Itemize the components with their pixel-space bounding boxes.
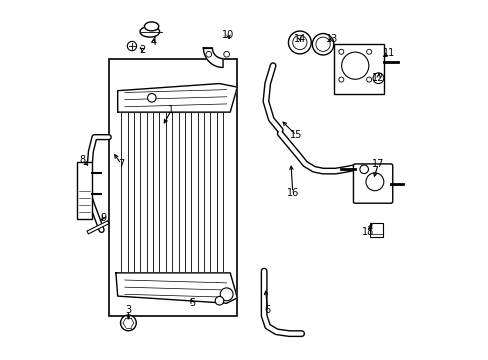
- FancyBboxPatch shape: [353, 164, 392, 203]
- Circle shape: [127, 41, 136, 51]
- Ellipse shape: [140, 26, 160, 37]
- Circle shape: [365, 173, 383, 191]
- Text: 15: 15: [289, 130, 302, 140]
- Text: 1: 1: [168, 105, 174, 115]
- Polygon shape: [116, 273, 237, 303]
- Text: 17: 17: [371, 159, 384, 169]
- Text: 6: 6: [264, 305, 270, 315]
- Circle shape: [288, 31, 311, 54]
- Circle shape: [215, 296, 224, 305]
- Circle shape: [121, 315, 136, 331]
- Circle shape: [205, 51, 211, 57]
- Circle shape: [338, 77, 343, 82]
- Text: 9: 9: [100, 212, 106, 222]
- Text: 14: 14: [293, 34, 305, 44]
- Text: 10: 10: [222, 30, 234, 40]
- Circle shape: [147, 94, 156, 102]
- Bar: [333, 44, 383, 94]
- Text: 11: 11: [382, 48, 394, 58]
- Polygon shape: [203, 48, 223, 67]
- Text: 13: 13: [325, 34, 338, 44]
- Bar: [77, 162, 91, 219]
- Circle shape: [312, 33, 333, 55]
- Circle shape: [372, 73, 383, 84]
- Circle shape: [341, 52, 368, 79]
- Polygon shape: [118, 84, 237, 112]
- Text: 7: 7: [118, 159, 124, 169]
- Circle shape: [224, 51, 229, 57]
- Circle shape: [338, 49, 343, 54]
- Circle shape: [315, 37, 329, 51]
- Text: 8: 8: [79, 156, 85, 165]
- Text: 2: 2: [139, 45, 145, 55]
- Text: 18: 18: [361, 227, 373, 237]
- Circle shape: [366, 77, 371, 82]
- Circle shape: [220, 288, 233, 301]
- Circle shape: [359, 165, 367, 174]
- Circle shape: [366, 49, 371, 54]
- Text: 3: 3: [125, 305, 131, 315]
- Ellipse shape: [144, 22, 159, 31]
- Bar: [108, 59, 237, 316]
- Bar: [369, 223, 382, 237]
- Circle shape: [292, 35, 306, 50]
- Text: 4: 4: [150, 37, 156, 48]
- Text: 16: 16: [286, 188, 298, 198]
- Text: 12: 12: [371, 73, 384, 83]
- Text: 5: 5: [189, 298, 195, 308]
